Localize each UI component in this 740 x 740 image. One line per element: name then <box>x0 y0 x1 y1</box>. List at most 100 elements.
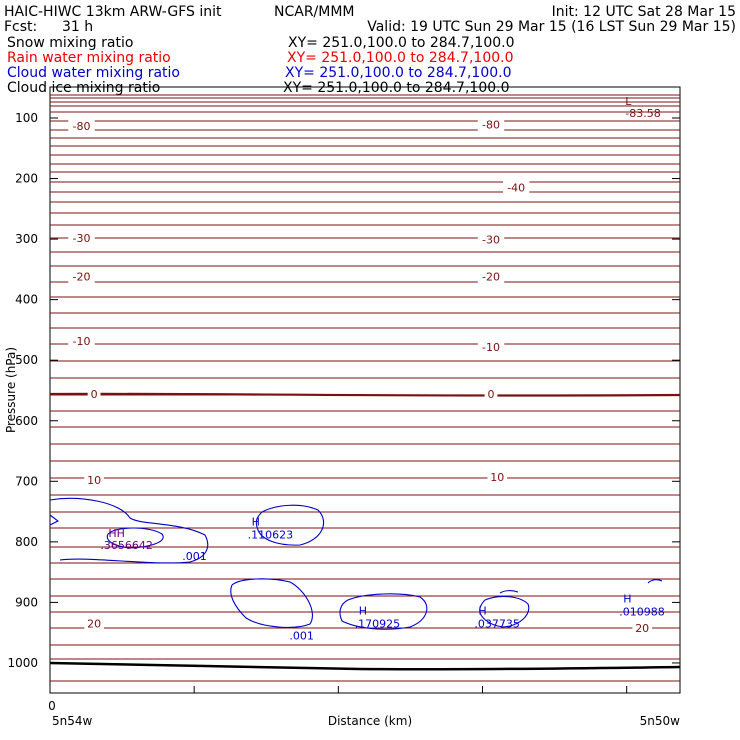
cloud-water-contour <box>230 578 313 628</box>
cloud-water-contour <box>647 579 663 584</box>
isotherm-line <box>49 494 681 496</box>
isotherm-line <box>49 120 681 122</box>
high-marker-value: .170925 <box>355 618 401 631</box>
isotherm-line <box>49 511 681 513</box>
cloud-contour-label: .001 <box>182 550 207 563</box>
y-tick-label: 900 <box>15 595 38 609</box>
y-tick-label: 800 <box>15 535 38 549</box>
isotherm-label: -30 <box>482 234 500 247</box>
y-tick-label: 200 <box>15 172 38 186</box>
field-name-cloud-ice: Cloud ice mixing ratio <box>7 80 160 96</box>
isotherm-line <box>49 94 681 96</box>
overlapping-high-markers: HH <box>108 527 125 540</box>
field-name-snow: Snow mixing ratio <box>7 35 133 51</box>
temperature-labels: -80 -80 -40 -30 -30 -20 -20 -10 -10 0 0 10 10 20 20 <box>68 117 652 635</box>
isotherm-line <box>49 644 681 646</box>
isotherm-label-bg <box>68 269 95 283</box>
high-marker-value: .037735 <box>474 618 520 631</box>
isotherm-line <box>49 327 681 329</box>
isotherm-line <box>49 251 681 253</box>
cloud-water-contour <box>49 497 209 564</box>
isotherm-line <box>49 658 681 660</box>
isotherm-line <box>49 154 681 156</box>
x-origin-label: 0 <box>48 699 56 713</box>
isotherm-label: -30 <box>73 232 91 245</box>
y-tick-label: 700 <box>15 474 38 488</box>
isotherm-line <box>49 360 681 362</box>
y-tick-label: 600 <box>15 414 38 428</box>
cloud-water-contour <box>499 590 519 594</box>
isotherm-line <box>49 191 681 193</box>
isotherm-line <box>49 296 681 298</box>
cloud-water-contour <box>255 504 324 546</box>
isotherm-line <box>49 578 681 580</box>
isotherm-line <box>49 105 681 107</box>
isotherm-line <box>49 97 681 99</box>
forecast-hour: 31 h <box>62 19 93 35</box>
x-axis-title: Distance (km) <box>328 714 412 728</box>
forecast-label: Fcst: <box>4 19 37 35</box>
low-marker-value: -83.58 <box>625 107 660 120</box>
isotherm-label: 10 <box>87 474 101 487</box>
extrema-markers: L-83.58H.110623H.170925H.037735H.010988.… <box>100 95 664 643</box>
isotherm-line <box>49 163 681 165</box>
isotherm-line <box>49 595 681 597</box>
isotherm-line <box>49 477 681 479</box>
isotherm-line <box>49 171 681 173</box>
isotherm-label: -20 <box>482 271 500 284</box>
surface-line <box>49 661 681 682</box>
isotherm-line <box>49 181 681 183</box>
isotherm-line <box>49 460 681 462</box>
field-xy-snow: XY= 251.0,100.0 to 284.7,100.0 <box>288 35 515 51</box>
low-marker-letter: L <box>625 95 632 108</box>
field-xy-cloud-water: XY= 251.0,100.0 to 284.7,100.0 <box>285 65 512 81</box>
field-xy-rain: XY= 251.0,100.0 to 284.7,100.0 <box>287 50 514 66</box>
isotherm-line <box>49 562 681 564</box>
init-time: Init: 12 UTC Sat 28 Mar 15 <box>552 4 736 20</box>
isotherm-label-bg <box>477 232 505 246</box>
cloud-contour-label: .001 <box>289 630 314 643</box>
isotherm-line <box>49 343 681 345</box>
model-title: HAIC-HIWC 13km ARW-GFS init <box>4 4 222 20</box>
field-name-cloud-water: Cloud water mixing ratio <box>7 65 180 81</box>
isotherm-label-bg <box>477 117 505 131</box>
isotherm-line <box>49 265 681 267</box>
isotherm-line <box>49 377 681 379</box>
isotherm-label: -10 <box>482 341 500 354</box>
x-left-location: 5n54w <box>52 714 93 728</box>
overlapping-high-values: .3656642 <box>100 539 152 552</box>
y-tick-label: 400 <box>15 293 38 307</box>
isotherm-line <box>49 281 681 283</box>
isotherm-line <box>49 201 681 203</box>
isotherm-line <box>49 312 681 314</box>
isotherm-label-bg <box>84 616 104 630</box>
high-marker-value: .010988 <box>619 605 665 618</box>
isotherm-line <box>49 443 681 445</box>
isotherm-label-bg <box>68 333 95 347</box>
isotherm-label-bg <box>503 180 530 194</box>
cloud-water-contour <box>479 595 530 628</box>
isotherm-label: -80 <box>482 119 500 132</box>
y-axis-title: Pressure (hPa) <box>4 347 18 433</box>
cloud-water-contour <box>339 593 428 630</box>
field-legend: Snow mixing ratio XY= 251.0,100.0 to 284… <box>7 35 515 96</box>
isotherm-line <box>49 546 681 548</box>
isotherm-line <box>49 627 681 629</box>
isotherm-line <box>49 527 681 529</box>
isotherm-label-bg <box>68 230 95 244</box>
isotherm-line <box>49 212 681 214</box>
y-tick-label: 500 <box>15 353 38 367</box>
cloud-water-contour <box>106 527 164 549</box>
isotherm-label-bg <box>484 387 498 401</box>
high-marker-value: .110623 <box>248 529 294 542</box>
isotherm-line <box>49 611 681 613</box>
plot-frame <box>49 86 681 694</box>
field-xy-cloud-ice: XY= 251.0,100.0 to 284.7,100.0 <box>283 80 510 96</box>
isotherm-label-bg <box>477 269 505 283</box>
isotherm-label-bg <box>68 118 95 132</box>
x-right-location: 5n50w <box>640 714 681 728</box>
isotherm-label-bg <box>87 387 101 401</box>
isotherm-label: 10 <box>490 471 504 484</box>
isotherm-label: 0 <box>91 388 98 401</box>
